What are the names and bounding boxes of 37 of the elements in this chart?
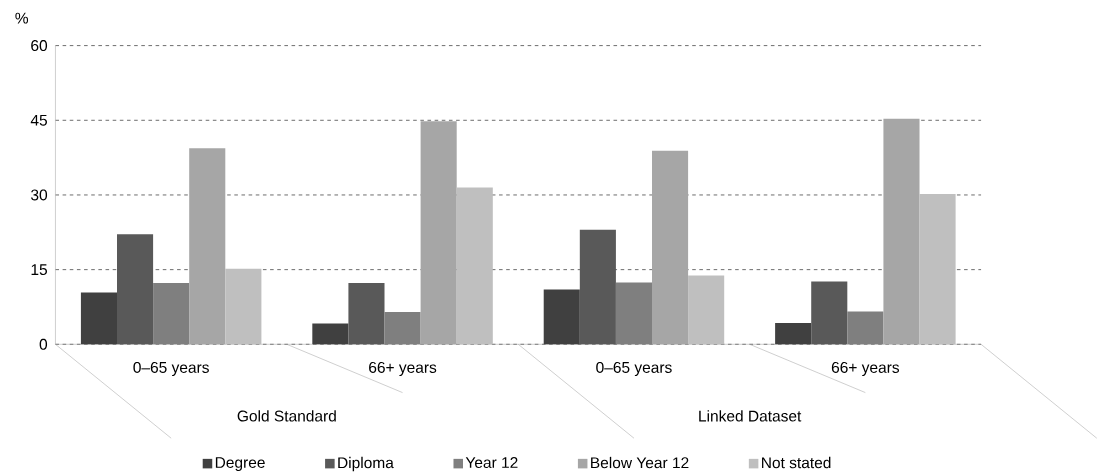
- x-tick-label: 0–65 years: [596, 361, 672, 376]
- x-tick-label: 66+ years: [831, 361, 900, 376]
- text: Linked Dataset: [699, 410, 802, 422]
- bar: [456, 187, 493, 345]
- y-tick-label: 15: [31, 264, 48, 275]
- bar: [312, 323, 349, 345]
- x-tick-label: 0–65 years: [133, 361, 209, 376]
- bar: [420, 121, 457, 345]
- bar: [847, 311, 884, 345]
- bar: [688, 275, 725, 345]
- legend-label: Below Year 12: [591, 456, 689, 469]
- bar: [775, 322, 812, 345]
- bar: [883, 118, 920, 345]
- legend-label: Diploma: [338, 456, 394, 472]
- bar: [348, 283, 385, 345]
- y-axis-title: %: [15, 12, 29, 24]
- bar: [153, 283, 190, 345]
- legend-label: Not stated: [762, 456, 831, 469]
- legend-label: Degree: [215, 457, 265, 471]
- legend-label: Year 12: [465, 456, 518, 468]
- bar: [384, 311, 421, 345]
- bar: [615, 282, 653, 345]
- bar: [652, 150, 689, 345]
- y-tick-label: 0: [39, 338, 48, 350]
- bar: [80, 292, 118, 345]
- bar: [919, 193, 956, 345]
- bar: [189, 148, 226, 345]
- bar: [225, 268, 262, 345]
- y-tick-label: 30: [31, 189, 48, 201]
- bar: [579, 229, 616, 345]
- x-tick-label: 66+ years: [369, 361, 437, 376]
- y-tick-label: 60: [31, 40, 48, 52]
- bar: [543, 289, 580, 345]
- bar: [811, 281, 848, 345]
- bar: [117, 234, 154, 345]
- text: Gold Standard: [237, 410, 336, 422]
- y-tick-label: 45: [30, 114, 48, 126]
